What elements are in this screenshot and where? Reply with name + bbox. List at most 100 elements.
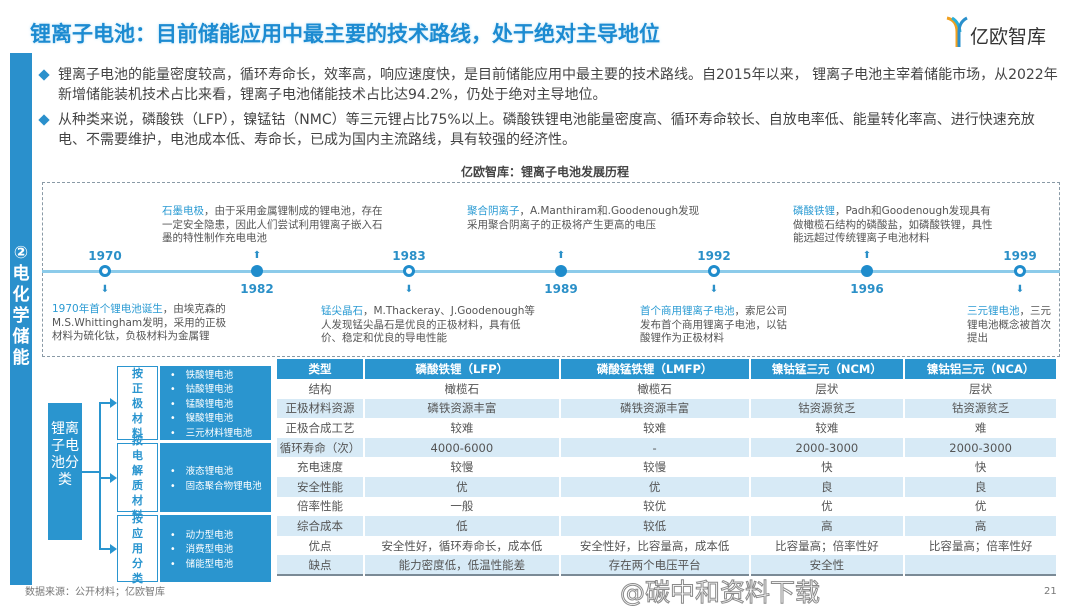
- event-highlight: 首个商用锂离子电池: [640, 305, 735, 317]
- arrow-up-icon: ⬆: [862, 250, 872, 261]
- comparison-table: 类型 磷酸铁锂（LFP） 磷酸锰铁锂（LMFP） 镍钴锰三元（NCM） 镍钴铝三元（NC…: [277, 359, 1058, 576]
- table-cell: 比容量高；倍率性好: [749, 535, 906, 556]
- timeline-line: [42, 270, 1060, 273]
- table-row: 充电速度 较慢 较慢快快: [277, 457, 1058, 477]
- table-cell: 橄榄石: [363, 379, 561, 399]
- arrow-right-icon: [110, 543, 117, 554]
- connector-arrow: [99, 476, 113, 479]
- table-cell: 钴资源贫乏: [749, 398, 906, 419]
- category-items: 动力型电池消费型电池储能型电池: [160, 515, 271, 582]
- arrow-down-icon: ⬇: [1015, 284, 1025, 295]
- category-label: 按应用分类: [132, 512, 143, 585]
- table-cell: 高: [904, 516, 1058, 536]
- category-item: 钴酸锂电池: [170, 383, 271, 398]
- row-label: 充电速度: [277, 457, 365, 477]
- column-header: 磷酸铁锂（LFP）: [363, 359, 561, 379]
- column-header: 镍钴铝三元（NCA）: [904, 359, 1058, 379]
- column-header: 镍钴锰三元（NCM）: [749, 359, 906, 379]
- timeline-frame: [42, 182, 1060, 357]
- table-cell: 良: [904, 476, 1058, 497]
- bullet-point: 从种类来说，磷酸铁（LFP），镍锰钴（NMC）等三元锂占比75%以上。磷酸铁锂电…: [38, 110, 1060, 150]
- event-highlight: 锰尖晶石: [321, 305, 363, 317]
- table-cell: 层状: [904, 379, 1058, 399]
- table-cell: 2000-3000: [749, 437, 906, 458]
- timeline-node: [861, 265, 873, 277]
- bullet-list: 锂离子电池的能量密度较高，循环寿命长，效率高，响应速度快，是目前储能应用中最主要…: [38, 65, 1060, 155]
- timeline-event: 聚合阴离子，A.Manthiram和.Goodenough发现采用聚合阴离子的正…: [467, 205, 702, 232]
- diamond-bullet-icon: [38, 69, 50, 81]
- table-cell: 高: [749, 516, 906, 536]
- arrow-down-icon: ⬇: [709, 284, 719, 295]
- category-item: 固态聚合物锂电池: [170, 480, 271, 495]
- timeline-node: [555, 265, 567, 277]
- table-cell: 安全性好，比容量高，成本低: [559, 535, 751, 556]
- column-header: 类型: [277, 359, 365, 379]
- column-header: 磷酸锰铁锂（LMFP）: [559, 359, 751, 379]
- category-item: 三元材料锂电池: [170, 427, 271, 442]
- category-item: 动力型电池: [170, 529, 271, 544]
- category-box: 按电解质材料: [117, 434, 158, 522]
- event-text: ，A.Manthiram和.Goodenough发现采用聚合阴离子的正极将产生更…: [467, 205, 700, 231]
- table-cell: 优: [559, 476, 751, 497]
- table-cell: [904, 555, 1058, 575]
- table-cell: 一般: [363, 496, 561, 517]
- table-cell: 能力密度低，低温性能差: [363, 555, 561, 575]
- table-cell: 橄榄石: [559, 379, 751, 399]
- table-header-row: 类型 磷酸铁锂（LFP） 磷酸锰铁锂（LMFP） 镍钴锰三元（NCM） 镍钴铝三元（NC…: [277, 359, 1058, 379]
- table-cell: 快: [904, 457, 1058, 477]
- row-label: 正极合成工艺: [277, 418, 365, 438]
- event-highlight: 磷酸铁锂: [793, 205, 835, 217]
- data-source: 数据来源：公开材料；亿欧智库: [25, 587, 165, 598]
- table-cell: 层状: [749, 379, 906, 399]
- table-cell: 难: [904, 418, 1058, 438]
- row-label: 优点: [277, 535, 365, 556]
- yiou-logo-icon: [946, 16, 968, 47]
- category-item: 镍酸锂电池: [170, 412, 271, 427]
- timeline-node: [403, 265, 415, 277]
- table-cell: 磷铁资源丰富: [363, 398, 561, 419]
- table-row: 正极合成工艺 较难 较难 较难难: [277, 418, 1058, 438]
- table-row: 倍率性能 一般 较优优优: [277, 496, 1058, 517]
- timeline-title: 亿欧智库：锂离子电池发展历程: [460, 165, 629, 179]
- row-label: 倍率性能: [277, 496, 365, 517]
- category-items: 铁酸锂电池钴酸锂电池锰酸锂电池镍酸锂电池三元材料锂电池: [160, 366, 271, 440]
- row-label: 缺点: [277, 555, 365, 575]
- table-cell: 优: [904, 496, 1058, 517]
- category-items: 液态锂电池固态聚合物锂电池: [160, 443, 271, 512]
- timeline-event: 三元锂电池，三元锂电池概念被首次提出: [967, 305, 1055, 346]
- timeline-event: 磷酸铁锂，Padh和Goodenough发现具有做橄榄石结构的磷酸盐，如磷酸铁锂…: [793, 205, 993, 246]
- category-label: 按正极材料: [132, 366, 143, 440]
- timeline-event: 锰尖晶石，M.Thackeray、J.Goodenough等人发现锰尖晶石是优良…: [321, 305, 541, 346]
- arrow-right-icon: [110, 472, 117, 483]
- timeline-year: 1992: [697, 249, 731, 263]
- table-cell: 快: [749, 457, 906, 477]
- section-sidebar: ②电化学储能: [10, 53, 32, 585]
- timeline-node: [708, 265, 720, 277]
- table-cell: 存在两个电压平台: [559, 555, 751, 575]
- category-item: 液态锂电池: [170, 465, 271, 480]
- table-row: 循环寿命（次） 4000-6000-2000-3000 2000-3000: [277, 437, 1058, 458]
- event-highlight: 三元锂电池: [967, 305, 1020, 317]
- bullet-text: 锂离子电池的能量密度较高，循环寿命长，效率高，响应速度快，是目前储能应用中最主要…: [58, 67, 1058, 103]
- table-row: 结构 橄榄石 橄榄石 层状 层状: [277, 379, 1058, 399]
- event-text: ，三元锂电池概念被首次提出: [967, 305, 1051, 344]
- arrow-down-icon: ⬇: [100, 284, 110, 295]
- table-row: 正极材料资源 磷铁资源丰富 磷铁资源丰富 钴资源贫乏 钴资源贫乏: [277, 398, 1058, 419]
- arrow-up-icon: ⬆: [556, 250, 566, 261]
- table-cell: 优: [749, 496, 906, 517]
- connector-line: [99, 403, 101, 548]
- section-label: ②电化学储能: [12, 243, 30, 368]
- logo-text: 亿欧智库: [970, 26, 1047, 48]
- diamond-bullet-icon: [38, 114, 50, 126]
- event-highlight: 1970年首个锂电池诞生: [52, 303, 163, 315]
- category-item: 储能型电池: [170, 558, 271, 573]
- row-label: 结构: [277, 379, 365, 399]
- timeline-year: 1999: [1003, 249, 1037, 263]
- watermark: @碳中和资料下载: [619, 578, 821, 607]
- timeline-node: [1014, 265, 1026, 277]
- table-cell: 2000-3000: [904, 437, 1058, 458]
- connector-arrow: [99, 547, 113, 550]
- event-text: ，M.Thackeray、J.Goodenough等人发现锰尖晶石是优良的正极材…: [321, 305, 535, 344]
- table-cell: 较难: [363, 418, 561, 438]
- row-label: 安全性能: [277, 476, 365, 497]
